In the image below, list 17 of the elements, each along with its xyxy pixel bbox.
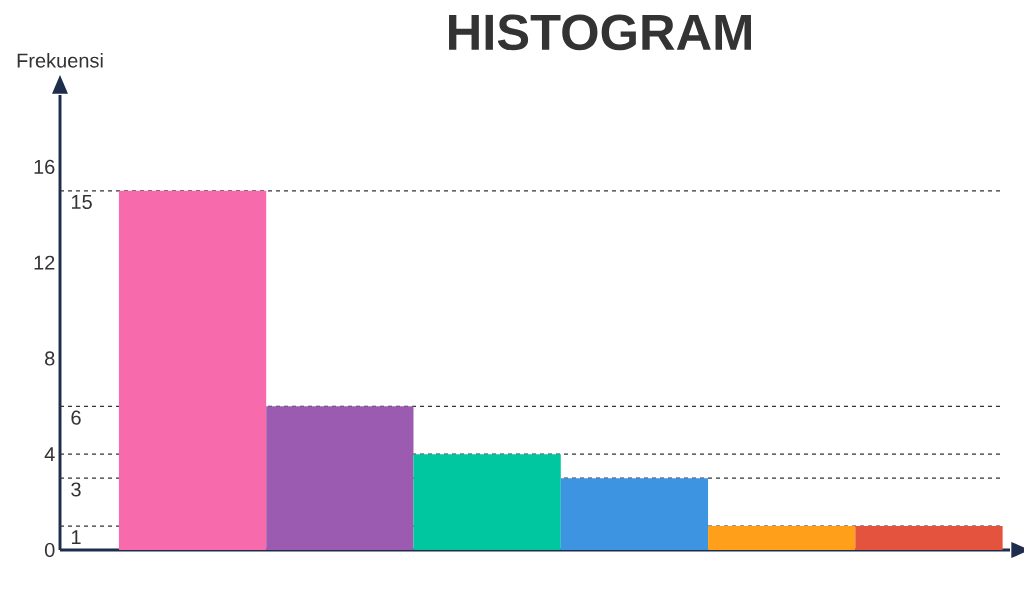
bar (855, 526, 1003, 550)
bar (708, 526, 856, 550)
y-axis-title: Frekuensi (17, 52, 103, 68)
y-tick-label: 8 (45, 351, 55, 366)
y-tick-label: 0 (44, 542, 55, 558)
y-tick-label: 12 (34, 255, 55, 270)
y-tick-label: 16 (34, 159, 55, 174)
ref-line-label: 6 (71, 410, 81, 425)
bar (266, 406, 414, 550)
bar (413, 454, 561, 550)
y-tick-label: 4 (44, 447, 55, 462)
ref-line-label: 3 (71, 482, 81, 497)
bar (560, 478, 709, 550)
chart-title: HISTOGRAM (449, 14, 751, 51)
ref-line-label: 15 (71, 195, 92, 209)
bar (118, 190, 267, 550)
ref-line-label: 1 (71, 530, 81, 545)
